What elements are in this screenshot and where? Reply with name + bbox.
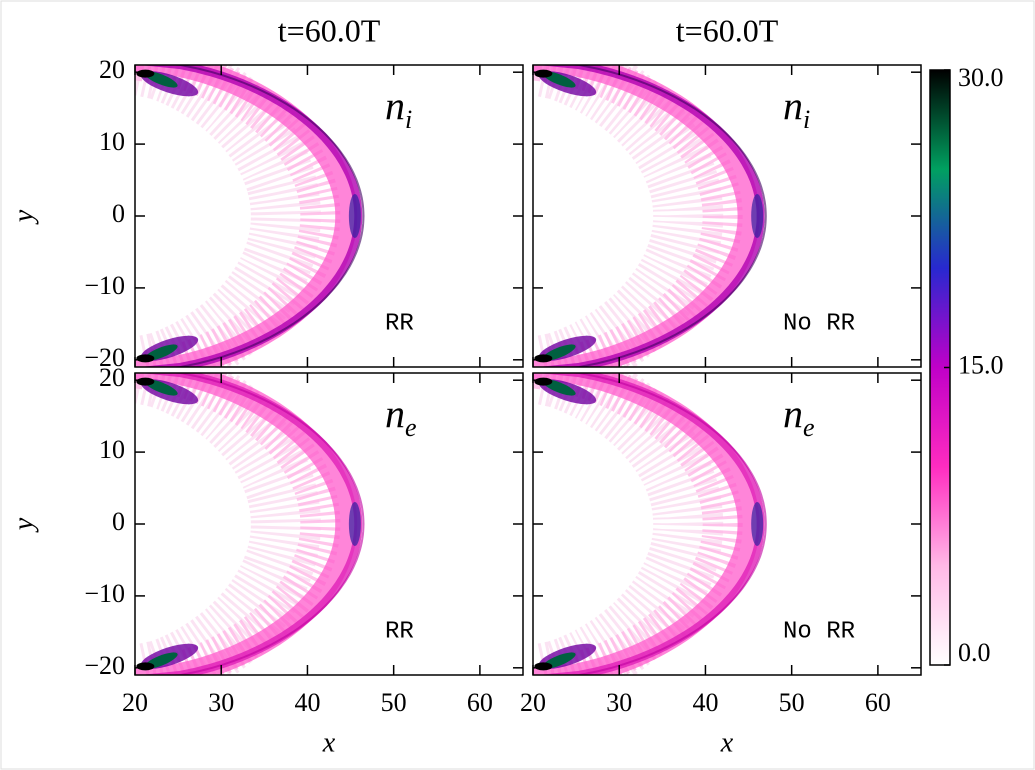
x-axis-label: x: [322, 727, 336, 758]
annotation: RR: [385, 310, 414, 337]
y-tick-label: −20: [84, 651, 125, 680]
x-tick-label: 30: [208, 688, 234, 717]
density-apex: [348, 194, 361, 238]
annotation: No RR: [783, 618, 855, 645]
x-tick-label: 60: [467, 688, 493, 717]
quantity-sub: i: [803, 105, 810, 134]
density-map: [135, 373, 365, 675]
density-tip: [534, 377, 553, 386]
x-axis-label: x: [720, 727, 734, 758]
y-tick-label: 10: [99, 435, 125, 464]
y-tick-label: 0: [112, 199, 125, 228]
density-tip: [534, 69, 553, 78]
quantity-base: n: [385, 83, 405, 128]
quantity-label: ni: [385, 83, 412, 134]
density-apex: [751, 502, 764, 546]
annotation: No RR: [783, 310, 855, 337]
density-apex: [348, 502, 361, 546]
colorbar-tick-label: 15.0: [958, 350, 1004, 379]
density-tip: [136, 662, 155, 671]
density-band: [533, 65, 760, 367]
quantity-label: ne: [385, 391, 417, 442]
density-map: [135, 65, 365, 367]
y-tick-label: −20: [84, 343, 125, 372]
density-band: [170, 373, 365, 675]
density-tip: [534, 354, 553, 363]
y-tick-label: 0: [112, 507, 125, 536]
x-tick-label: 50: [381, 688, 407, 717]
density-band: [568, 65, 767, 367]
density-map: [533, 373, 767, 675]
y-axis-label: y: [8, 517, 39, 533]
annotation: RR: [385, 618, 414, 645]
quantity-base: n: [783, 83, 803, 128]
y-axis-label: y: [8, 209, 39, 225]
colorbar-tick-label: 30.0: [958, 63, 1004, 92]
quantity-base: n: [385, 391, 405, 436]
quantity-label: ni: [783, 83, 810, 134]
density-band: [568, 373, 767, 675]
quantity-sub: e: [405, 413, 417, 442]
density-tip: [136, 377, 155, 386]
density-band: [170, 65, 365, 367]
density-band: [533, 373, 760, 675]
density-band: [533, 373, 743, 675]
density-tip: [136, 354, 155, 363]
density-band: [135, 373, 358, 675]
x-tick-label: 40: [294, 688, 320, 717]
x-tick-label: 20: [520, 688, 546, 717]
density-band: [533, 373, 724, 675]
y-tick-label: 20: [99, 55, 125, 84]
x-tick-label: 40: [692, 688, 718, 717]
y-tick-label: −10: [84, 579, 125, 608]
quantity-sub: i: [405, 105, 412, 134]
density-tip: [534, 662, 553, 671]
y-tick-label: −10: [84, 271, 125, 300]
density-band: [533, 65, 724, 367]
panel-title: t=60.0T: [278, 12, 381, 48]
colorbar-tick-label: 0.0: [958, 638, 991, 667]
panel-title: t=60.0T: [676, 12, 779, 48]
x-tick-label: 50: [779, 688, 805, 717]
density-band: [135, 65, 358, 367]
x-tick-label: 30: [606, 688, 632, 717]
density-band: [533, 65, 743, 367]
quantity-base: n: [783, 391, 803, 436]
y-tick-label: 10: [99, 127, 125, 156]
quantity-label: ne: [783, 391, 815, 442]
density-map: [533, 65, 767, 367]
density-apex: [751, 194, 764, 238]
density-tip: [136, 69, 155, 78]
y-tick-label: 20: [99, 363, 125, 392]
x-tick-label: 20: [122, 688, 148, 717]
x-tick-label: 60: [865, 688, 891, 717]
quantity-sub: e: [803, 413, 815, 442]
